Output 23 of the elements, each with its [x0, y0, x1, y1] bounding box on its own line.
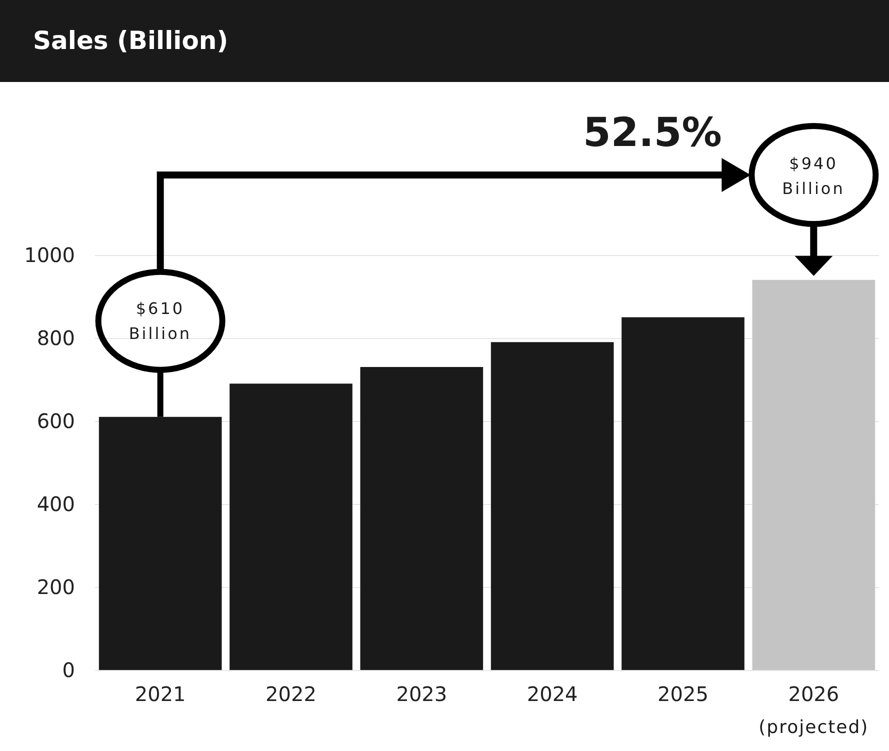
- bar: [622, 317, 744, 670]
- y-tick-label: 1000: [24, 243, 75, 267]
- y-tick-label: 200: [36, 575, 75, 599]
- x-tick-label: 2025: [658, 682, 708, 706]
- text: $940 Billion: [782, 154, 845, 198]
- bar: [360, 367, 484, 670]
- text: 52.5%: [583, 110, 722, 156]
- x-tick-label: 2023: [396, 682, 448, 706]
- y-tick-label: 800: [36, 326, 75, 350]
- y-tick-label: 0: [62, 658, 75, 682]
- x-tick-label: 2021: [134, 682, 186, 706]
- y-tick-label: 600: [36, 409, 75, 433]
- bar: [752, 280, 876, 670]
- x-tick-label: 2026: [788, 682, 840, 706]
- x-tick-label: 2022: [266, 682, 316, 706]
- annotation: $610 Billion: [128, 299, 192, 344]
- bar: [98, 416, 222, 670]
- x-tick-label: 2024: [526, 682, 578, 706]
- y-tick-label: 400: [36, 492, 75, 516]
- bar: [490, 342, 614, 670]
- bar: [230, 384, 352, 670]
- chart-title: Sales (Billion): [0, 0, 889, 82]
- text: (projected): [758, 716, 869, 738]
